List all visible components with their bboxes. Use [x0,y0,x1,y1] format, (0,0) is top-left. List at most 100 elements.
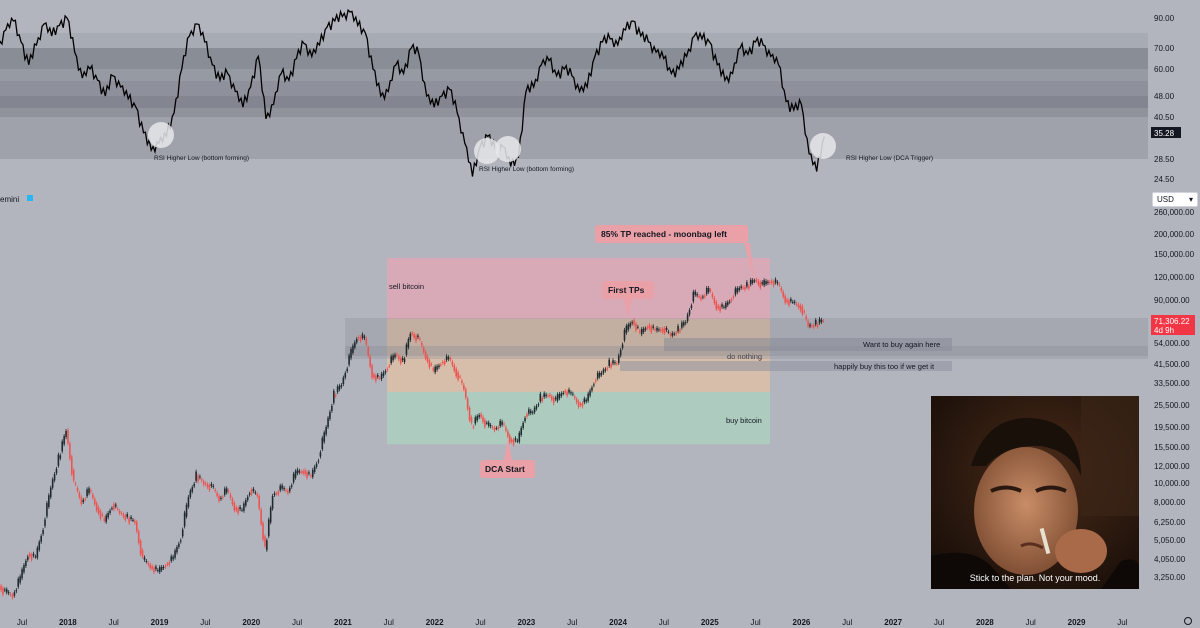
candle [246,496,249,501]
candle [352,345,354,353]
candle [776,282,779,284]
candle [95,503,98,511]
candle [822,320,825,322]
currency-select[interactable]: USD ▾ [1152,192,1198,207]
candle [201,479,203,481]
candle [595,380,597,382]
candle [761,282,763,284]
candle [273,493,276,496]
rsi-band [0,81,1148,108]
candle [185,504,188,517]
rsi-axis-tick: 40.50 [1154,113,1175,122]
candle [143,557,146,560]
candle [137,531,140,543]
candle [510,439,513,442]
candle [765,281,767,285]
candle [17,578,20,587]
candle [317,460,320,462]
x-axis-tick: 2024 [609,618,627,627]
candle [795,303,798,305]
candle [453,365,456,371]
rsi-marker-circle [810,133,836,159]
candle [621,344,624,348]
level-box [620,361,952,371]
candle [759,282,762,288]
zone-label: buy bitcoin [726,416,762,425]
candle [667,331,670,333]
candle [518,432,521,442]
candle [254,492,257,494]
candle [547,395,549,397]
candle [746,282,748,287]
candle [457,372,459,380]
candle [202,481,205,485]
candle [644,328,647,330]
candle [289,487,291,492]
candle [753,280,756,282]
candle [698,296,700,298]
rsi-marker-circle [495,136,521,162]
candle [378,377,381,379]
candle [216,492,218,496]
candle [528,409,530,414]
candle [600,372,603,375]
candle [682,322,685,326]
candle [281,485,283,489]
candle [625,325,628,333]
candle [136,521,138,532]
candle [0,585,2,591]
candle [470,417,473,423]
rsi-line [0,8,826,177]
candle [732,296,735,298]
candle [76,488,79,491]
candle [589,390,591,396]
candle [103,518,106,521]
price-axis-tick: 19,500.00 [1154,423,1190,432]
candle [464,389,467,398]
candle [573,396,576,399]
candle [593,384,595,386]
candle [650,326,653,332]
candle [266,540,268,550]
candle [604,369,607,371]
candle [704,295,706,297]
candle [44,519,46,526]
candle [38,541,41,550]
candle [443,361,446,365]
candle [332,390,335,403]
x-axis-tick: 2022 [426,618,444,627]
candle [602,369,605,373]
x-axis-tick: 2020 [242,618,260,627]
candle [340,385,343,387]
rsi-axis-tick: 48.00 [1154,92,1175,101]
candle [793,301,796,303]
candle [413,334,415,338]
candle [134,520,136,523]
x-axis-tick: 2026 [793,618,811,627]
candle [661,328,664,333]
candle [25,560,27,566]
candle [503,423,505,425]
candle [617,355,620,363]
rsi-current-value: 35.28 [1154,129,1175,138]
countdown-label: 4d 9h [1154,326,1174,335]
candle [72,470,75,481]
candle [409,333,412,341]
candle [606,368,609,370]
candle [354,342,356,348]
candle [541,397,544,402]
candle [772,281,775,286]
candle [461,380,463,384]
candle [124,515,127,520]
candle [749,279,752,285]
candle [608,359,610,366]
candle [206,484,209,488]
candle [49,487,52,498]
candle [384,371,387,373]
candle [99,511,102,519]
candle [757,280,760,285]
candle [755,279,758,281]
source-logo-icon [27,195,33,201]
rsi-marker-circle [148,122,174,148]
candle [669,333,672,336]
